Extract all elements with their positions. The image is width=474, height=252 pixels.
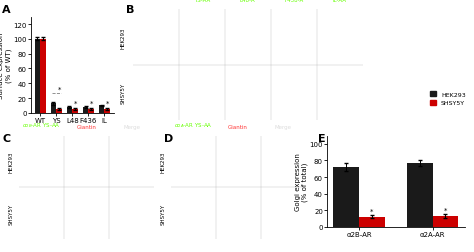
Text: SHSY5Y: SHSY5Y bbox=[160, 203, 165, 224]
Bar bbox=[51, 104, 56, 113]
Text: *: * bbox=[106, 101, 109, 107]
Legend: HEK293, SHSY5Y: HEK293, SHSY5Y bbox=[427, 89, 468, 108]
Text: $\alpha_{2B}$-AR YS-AA: $\alpha_{2B}$-AR YS-AA bbox=[22, 121, 61, 130]
Bar bbox=[359, 217, 385, 227]
Y-axis label: Golgi expression
(% of total): Golgi expression (% of total) bbox=[294, 153, 308, 210]
Text: Giantin: Giantin bbox=[77, 125, 96, 130]
Text: B: B bbox=[126, 5, 134, 15]
Bar bbox=[104, 110, 110, 113]
Bar bbox=[333, 167, 359, 227]
Text: *: * bbox=[57, 87, 61, 93]
Bar bbox=[433, 216, 458, 227]
Text: *: * bbox=[90, 101, 93, 107]
Text: L48-A: L48-A bbox=[240, 0, 255, 4]
Text: F438-A: F438-A bbox=[284, 0, 303, 4]
Text: YS-AA: YS-AA bbox=[193, 0, 210, 4]
Text: C: C bbox=[2, 134, 10, 144]
Text: Giantin: Giantin bbox=[228, 125, 248, 130]
Text: SHSY5Y: SHSY5Y bbox=[9, 203, 14, 224]
Text: E: E bbox=[318, 134, 325, 144]
Text: $\alpha_{2A}$-AR YS-AA: $\alpha_{2A}$-AR YS-AA bbox=[174, 121, 212, 130]
Y-axis label: Surface expression
(% of WT): Surface expression (% of WT) bbox=[0, 33, 12, 99]
Bar bbox=[88, 110, 94, 113]
Text: *: * bbox=[370, 208, 374, 214]
Text: $\alpha_{2B}$-AR: $\alpha_{2B}$-AR bbox=[146, 0, 166, 4]
Bar bbox=[83, 108, 88, 113]
Text: Merge: Merge bbox=[123, 125, 140, 130]
Text: HEK293: HEK293 bbox=[160, 151, 165, 173]
Bar bbox=[407, 163, 433, 227]
Text: SHSY5Y: SHSY5Y bbox=[121, 83, 126, 104]
Text: Merge: Merge bbox=[275, 125, 292, 130]
Bar bbox=[99, 106, 104, 113]
Text: HEK293: HEK293 bbox=[9, 151, 14, 173]
Text: *: * bbox=[73, 101, 77, 107]
Bar bbox=[72, 110, 78, 113]
Text: IL-AA: IL-AA bbox=[333, 0, 346, 4]
Text: A: A bbox=[2, 5, 11, 15]
Bar bbox=[67, 108, 72, 113]
Text: *: * bbox=[444, 207, 447, 213]
Bar bbox=[56, 110, 62, 113]
Text: D: D bbox=[164, 134, 173, 144]
Bar bbox=[35, 40, 40, 113]
Bar bbox=[40, 40, 46, 113]
Text: HEK293: HEK293 bbox=[121, 27, 126, 48]
